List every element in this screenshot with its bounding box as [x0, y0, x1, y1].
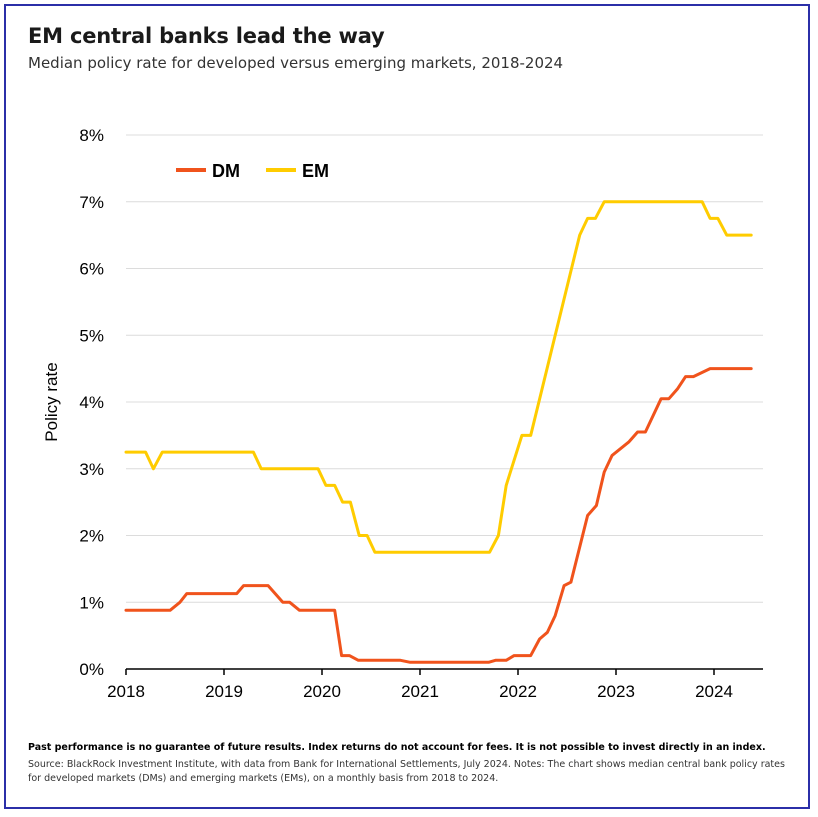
series-lines	[124, 200, 753, 664]
legend-label-dm: DM	[212, 161, 240, 181]
y-tick-label: 6%	[79, 260, 104, 279]
x-axis: 2018 2019 2020 2021 2022 2023 2024	[107, 668, 763, 701]
y-tick-label: 0%	[79, 660, 104, 679]
legend: DM EM	[176, 161, 329, 181]
y-tick-label: 4%	[79, 393, 104, 412]
disclaimer-text: Past performance is no guarantee of futu…	[28, 742, 766, 753]
chart-subtitle: Median policy rate for developed versus …	[28, 54, 564, 72]
y-tick-label: 5%	[79, 326, 104, 345]
series-line-dm	[124, 367, 753, 664]
y-tick-label: 1%	[79, 593, 104, 612]
series-line-em	[124, 200, 753, 554]
y-axis-ticks: 0% 1% 2% 3% 4% 5% 6% 7% 8%	[79, 126, 104, 679]
x-tick-label: 2024	[695, 682, 733, 701]
x-tick-label: 2021	[401, 682, 439, 701]
y-axis-label: Policy rate	[42, 362, 61, 441]
x-tick-label: 2020	[303, 682, 341, 701]
chart-frame	[4, 4, 810, 809]
x-tick-label: 2023	[597, 682, 635, 701]
y-tick-label: 2%	[79, 527, 104, 546]
x-tick-label: 2018	[107, 682, 145, 701]
legend-label-em: EM	[302, 161, 329, 181]
x-tick-label: 2019	[205, 682, 243, 701]
source-note: Source: BlackRock Investment Institute, …	[28, 759, 785, 784]
y-tick-label: 8%	[79, 126, 104, 145]
y-tick-label: 7%	[79, 193, 104, 212]
y-tick-label: 3%	[79, 460, 104, 479]
chart-title: EM central banks lead the way	[28, 24, 385, 48]
x-tick-label: 2022	[499, 682, 537, 701]
gridlines	[126, 134, 763, 603]
